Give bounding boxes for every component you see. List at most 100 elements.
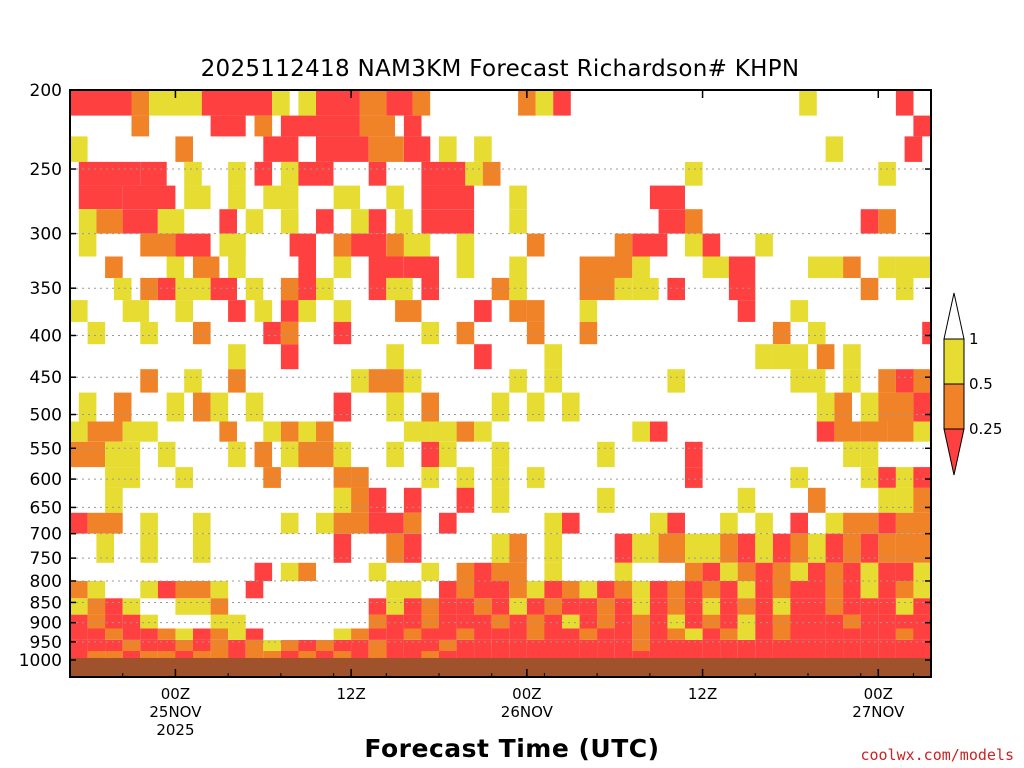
heatmap-cell (105, 628, 123, 640)
heatmap-cell (421, 392, 439, 422)
heatmap-cell (439, 512, 457, 534)
heatmap-cell (122, 421, 158, 442)
heatmap-cell (351, 369, 369, 393)
heatmap-cell (351, 233, 387, 257)
heatmap-cell (245, 581, 264, 599)
heatmap-cell (70, 136, 88, 162)
heatmap-cell (456, 598, 475, 615)
heatmap-cell (105, 256, 123, 278)
heatmap-cell (843, 614, 861, 629)
heatmap-cell (720, 581, 738, 599)
heatmap-cell (843, 598, 861, 615)
heatmap-cell (825, 136, 844, 162)
heatmap-cell (122, 598, 141, 615)
heatmap-cell (562, 614, 580, 629)
heatmap-cell (333, 300, 352, 322)
heatmap-cell (808, 614, 826, 629)
heatmap-cell (895, 369, 914, 393)
heatmap-cell (649, 185, 685, 210)
heatmap-cell (210, 277, 237, 301)
heatmap-cell (439, 581, 457, 599)
heatmap-cell (386, 614, 404, 629)
heatmap-cell (491, 651, 510, 658)
heatmap-cell (193, 512, 211, 534)
heatmap-cell (772, 344, 808, 370)
heatmap-cell (122, 628, 141, 640)
heatmap-cell (403, 136, 431, 162)
heatmap-cell (70, 581, 88, 599)
heatmap-cell (70, 628, 88, 640)
heatmap-cell (667, 628, 685, 640)
heatmap-cell (386, 533, 404, 563)
heatmap-cell (843, 441, 861, 468)
heatmap-cell (614, 581, 633, 599)
heatmap-cell (333, 533, 352, 563)
heatmap-cell (685, 628, 703, 640)
heatmap-cell (720, 562, 738, 581)
heatmap-cell (210, 614, 229, 629)
heatmap-cell (526, 598, 545, 615)
heatmap-cell (280, 161, 299, 186)
heatmap-cell (526, 614, 545, 629)
heatmap-cell (333, 628, 352, 640)
heatmap-cell (755, 628, 773, 640)
heatmap-cell (755, 614, 773, 629)
heatmap-cell (193, 651, 211, 658)
y-tick-label: 950 (30, 633, 62, 653)
heatmap-cell (913, 115, 931, 137)
heatmap-cell (105, 467, 141, 488)
heatmap-cell (368, 640, 387, 652)
heatmap-cell (245, 640, 264, 652)
heatmap-cell (720, 512, 738, 534)
heatmap-cell (193, 628, 211, 640)
heatmap-cell (474, 581, 510, 599)
heatmap-cell (895, 614, 914, 629)
heatmap-cell (122, 614, 141, 629)
heatmap-cell (667, 581, 685, 599)
colorbar-segment (943, 338, 965, 385)
heatmap-cell (895, 651, 914, 658)
heatmap-cell (333, 467, 352, 488)
plot-frame (69, 89, 932, 678)
heatmap-cell (368, 628, 387, 640)
y-tick-label: 550 (30, 439, 62, 459)
heatmap-cell (702, 562, 721, 581)
heatmap-cell (210, 598, 229, 615)
heatmap-cell (509, 369, 527, 393)
heatmap-cell (368, 136, 404, 162)
heatmap-cell (386, 651, 404, 658)
heatmap-cell (702, 651, 721, 658)
heatmap-cell (904, 136, 923, 162)
heatmap-cell (403, 640, 422, 652)
heatmap-cell (87, 421, 123, 442)
heatmap-cell (685, 233, 703, 257)
heatmap-cell (887, 421, 914, 442)
heatmap-cell (210, 115, 246, 137)
heatmap-cell (843, 369, 861, 393)
heatmap-cell (316, 651, 334, 658)
heatmap-cell (474, 628, 492, 640)
heatmap-cell (193, 321, 211, 345)
heatmap-cell (579, 277, 615, 301)
heatmap-cell (720, 533, 738, 563)
heatmap-cell (895, 562, 914, 581)
heatmap-cell (913, 467, 931, 488)
heatmap-cell (685, 562, 703, 581)
heatmap-cell (403, 369, 422, 393)
heatmap-cell (772, 614, 791, 629)
heatmap-cell (526, 392, 545, 422)
heatmap-cell (193, 598, 211, 615)
heatmap-cell (913, 512, 931, 534)
heatmap-cell (843, 512, 879, 534)
heatmap-cell (632, 533, 659, 563)
heatmap-cell (702, 581, 721, 599)
heatmap-cell (790, 651, 808, 658)
heatmap-cell (772, 581, 791, 599)
heatmap-cell (544, 369, 562, 393)
heatmap-cell (157, 640, 176, 652)
heatmap-cell (878, 614, 896, 629)
heatmap-cell (166, 392, 185, 422)
heatmap-cell (403, 233, 431, 257)
heatmap-cell (228, 628, 246, 640)
